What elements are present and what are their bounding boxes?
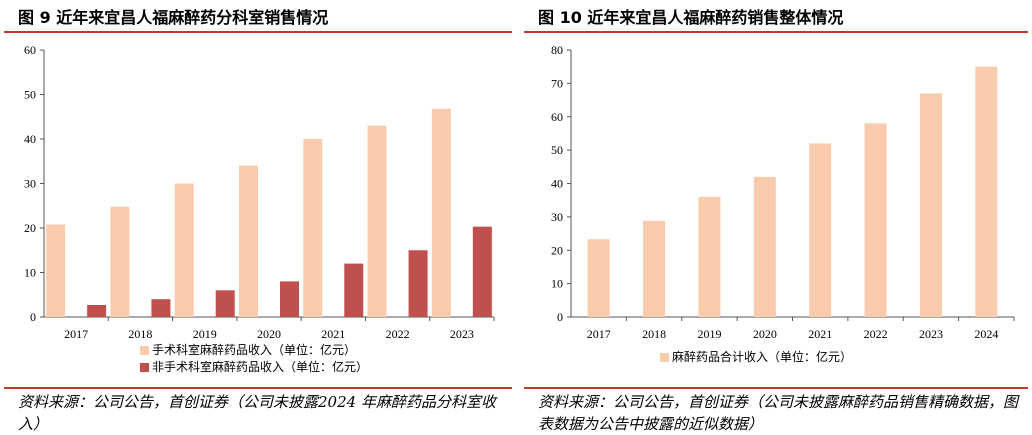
- left-y-tick-label: 40: [24, 132, 36, 146]
- left-x-tick-label: 2019: [193, 327, 217, 341]
- right-bars-group: [587, 66, 998, 317]
- left-y-tick-label: 10: [24, 266, 36, 280]
- right-y-axis-group: 0 10 20 30 40 50 60 70 80: [551, 43, 1014, 324]
- right-legend-swatch: [660, 353, 669, 362]
- left-bar-series1-2023: [431, 108, 451, 318]
- right-bar-series1-2020: [753, 176, 776, 317]
- left-x-tick-label: 2022: [386, 327, 410, 341]
- right-x-tick-label: 2022: [864, 327, 888, 341]
- right-bar-series1-2021: [809, 143, 832, 317]
- left-figure-panel: 图 9 近年来宜昌人福麻醉药分科室销售情况 0 10 20 30 40 50 60 2017…: [0, 0, 516, 433]
- left-x-tick-label: 2023: [450, 327, 474, 341]
- left-y-tick-label: 0: [30, 310, 36, 324]
- left-bar-series2-2021: [344, 263, 364, 317]
- right-y-tick-label: 40: [551, 177, 563, 191]
- right-x-tick-label: 2024: [974, 327, 998, 341]
- left-top-divider: [4, 31, 512, 33]
- right-y-tick-label: 60: [551, 110, 563, 124]
- left-x-axis-group: 2017 2018 2019 2020 2021 2022 2023: [64, 317, 495, 341]
- left-x-tick-label: 2018: [128, 327, 152, 341]
- left-y-tick-label: 30: [24, 177, 36, 191]
- left-bar-series1-2017: [46, 224, 66, 317]
- right-source-note: 资料来源：公司公告，首创证券（公司未披露麻醉药品销售精确数据，图表数据为公告中披…: [538, 393, 1019, 433]
- right-figure-panel: 图 10 近年来宜昌人福麻醉药销售整体情况 0 10 20 30 40 50 60 70 80 …: [520, 0, 1032, 433]
- right-chart-title: 图 10 近年来宜昌人福麻醉药销售整体情况: [538, 8, 844, 27]
- left-bar-series1-2018: [110, 206, 130, 317]
- right-y-tick-label: 30: [551, 210, 563, 224]
- left-bars-group: [46, 108, 492, 318]
- right-y-tick-label: 10: [551, 277, 563, 291]
- right-legend-group: 麻醉药品合计收入（单位：亿元）: [660, 349, 852, 364]
- left-bar-series1-2022: [367, 125, 387, 318]
- right-bar-series1-2019: [698, 196, 721, 317]
- left-bar-series2-2017: [87, 304, 107, 317]
- left-legend-swatch: [140, 363, 149, 372]
- right-y-tick-label: 80: [551, 43, 563, 57]
- left-y-tick-label: 50: [24, 88, 36, 102]
- right-bottom-divider: [524, 387, 1028, 389]
- right-x-tick-label: 2018: [642, 327, 666, 341]
- left-source-note: 资料来源：公司公告，首创证券（公司未披露2024 年麻醉药品分科室收入）: [18, 393, 496, 433]
- left-bar-series2-2020: [280, 281, 299, 317]
- left-bar-series2-2018: [151, 299, 171, 317]
- left-y-tick-label: 60: [24, 43, 36, 57]
- left-x-tick-label: 2021: [321, 327, 345, 341]
- right-x-tick-label: 2021: [808, 327, 832, 341]
- right-bar-series1-2024: [975, 66, 998, 317]
- right-bar-series1-2023: [919, 93, 942, 317]
- left-bar-series1-2021: [303, 139, 323, 317]
- right-x-tick-label: 2023: [919, 327, 943, 341]
- right-legend-label: 麻醉药品合计收入（单位：亿元）: [672, 349, 852, 364]
- left-bar-series2-2019: [215, 290, 235, 317]
- right-bar-series1-2018: [643, 220, 666, 317]
- left-legend-swatch: [140, 346, 149, 355]
- left-bar-series2-2023: [472, 226, 492, 317]
- right-bar-series1-2017: [587, 239, 610, 317]
- left-chart-title: 图 9 近年来宜昌人福麻醉药分科室销售情况: [18, 8, 329, 27]
- left-x-tick-label: 2017: [64, 327, 88, 341]
- left-legend-group: 手术科室麻醉药品收入（单位：亿元） 非手术科室麻醉药品收入（单位：亿元）: [140, 342, 368, 374]
- left-bar-series2-2022: [408, 250, 428, 317]
- left-legend-label: 手术科室麻醉药品收入（单位：亿元）: [152, 342, 356, 357]
- left-bottom-divider: [4, 387, 512, 389]
- right-y-tick-label: 0: [557, 310, 563, 324]
- left-legend-label: 非手术科室麻醉药品收入（单位：亿元）: [152, 359, 368, 374]
- right-x-tick-label: 2017: [587, 327, 611, 341]
- right-x-tick-label: 2020: [753, 327, 777, 341]
- right-y-tick-label: 20: [551, 243, 563, 257]
- right-y-tick-label: 70: [551, 76, 563, 90]
- left-bar-series1-2019: [174, 183, 194, 317]
- right-bar-series1-2022: [864, 123, 887, 317]
- left-y-tick-label: 20: [24, 221, 36, 235]
- right-top-divider: [524, 31, 1028, 33]
- right-y-tick-label: 50: [551, 143, 563, 157]
- right-x-tick-label: 2019: [697, 327, 721, 341]
- right-x-axis-group: 2017 2018 2019 2020 2021 2022 2023 2024: [587, 317, 1015, 341]
- left-bar-series1-2020: [239, 165, 258, 317]
- left-x-tick-label: 2020: [257, 327, 281, 341]
